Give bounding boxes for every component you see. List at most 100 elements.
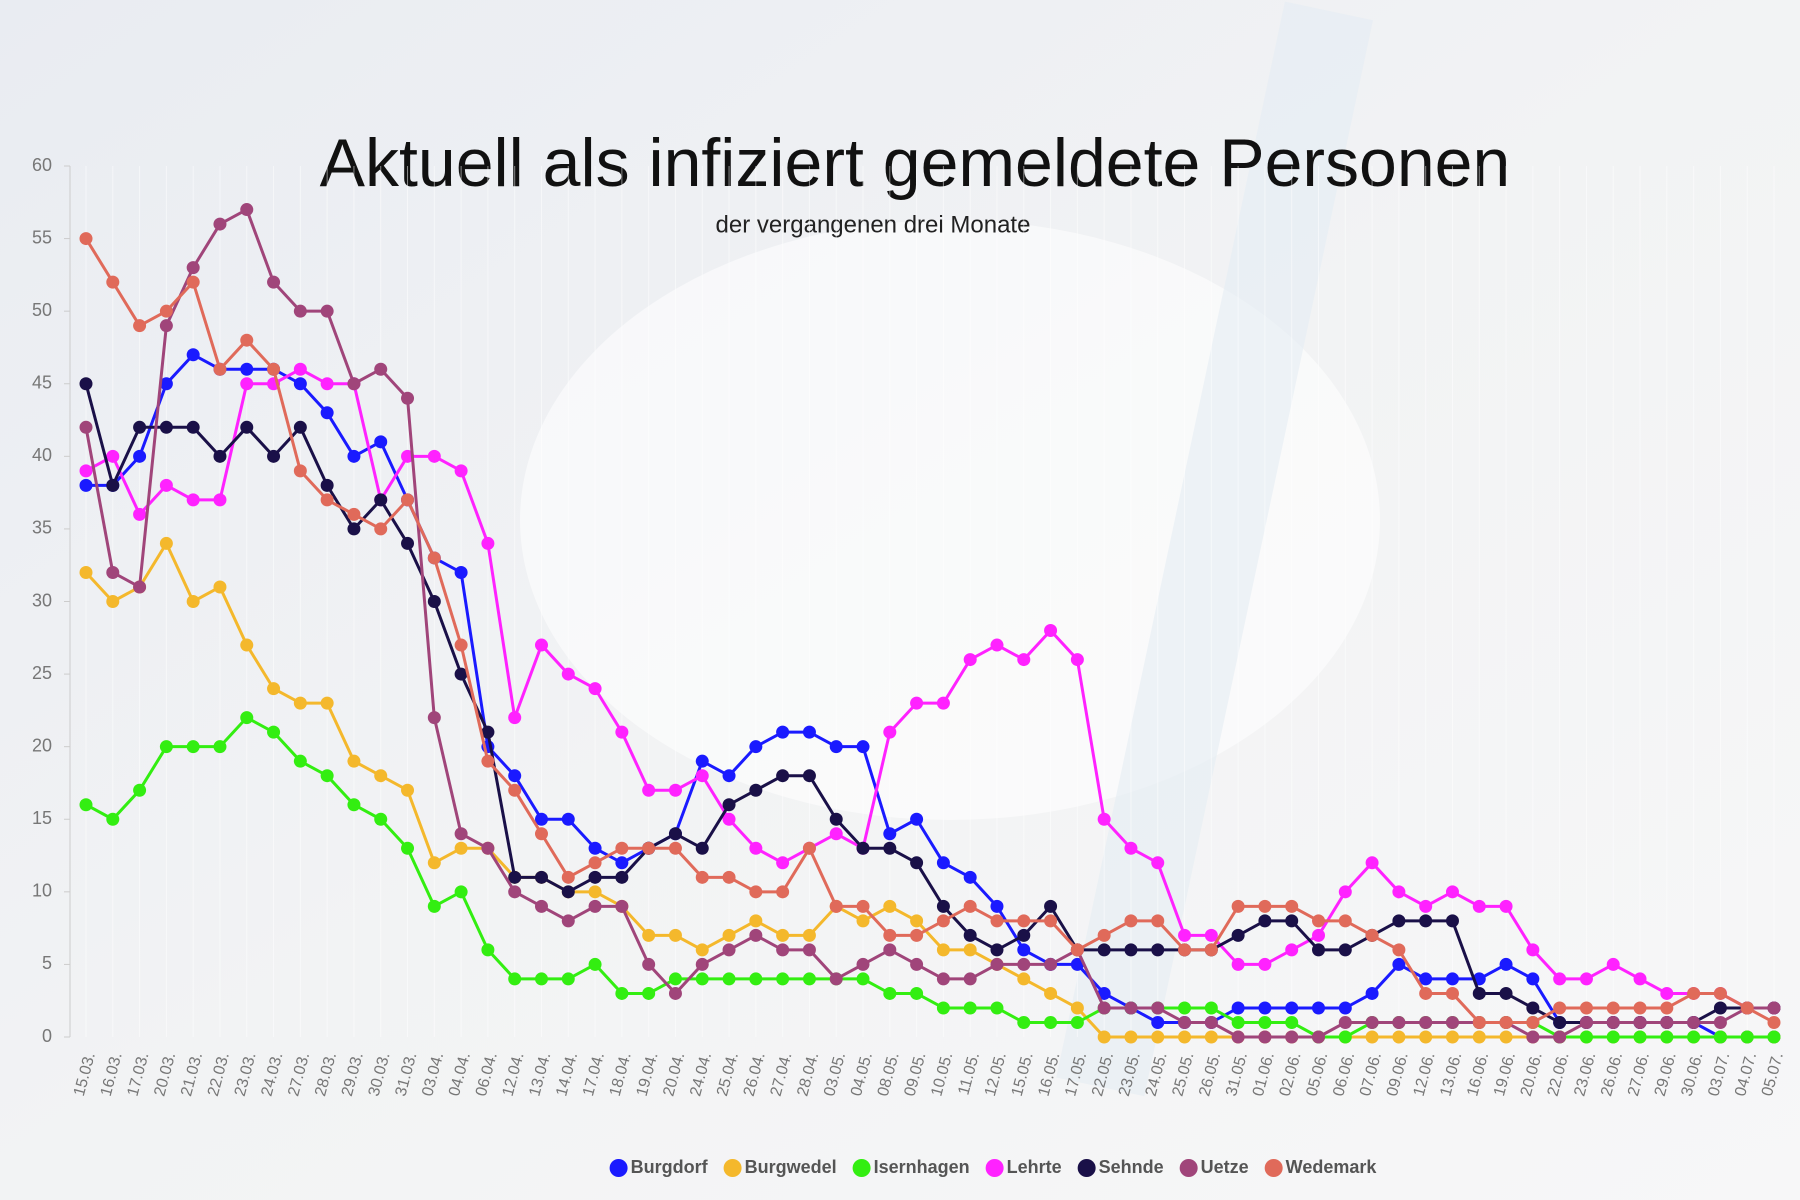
- data-point: [1499, 1015, 1513, 1029]
- data-point: [1017, 957, 1031, 971]
- data-point: [1606, 1015, 1620, 1029]
- data-point: [722, 798, 736, 812]
- data-point: [749, 972, 763, 986]
- data-point: [1445, 885, 1459, 899]
- data-point: [642, 783, 656, 797]
- data-point: [1338, 914, 1352, 928]
- data-point: [695, 769, 709, 783]
- data-point: [936, 856, 950, 870]
- data-point: [668, 827, 682, 841]
- data-point: [668, 972, 682, 986]
- data-point: [1740, 1001, 1754, 1015]
- background-shape: [1056, 1, 1373, 1097]
- data-point: [267, 682, 281, 696]
- data-point: [1070, 943, 1084, 957]
- y-tick-label: 0: [42, 1026, 52, 1046]
- data-point: [776, 972, 790, 986]
- data-point: [320, 493, 334, 507]
- data-point: [990, 957, 1004, 971]
- data-point: [1231, 928, 1245, 942]
- data-point: [1070, 957, 1084, 971]
- data-point: [106, 449, 120, 463]
- data-point: [159, 304, 173, 318]
- data-point: [990, 914, 1004, 928]
- data-point: [588, 841, 602, 855]
- data-point: [534, 827, 548, 841]
- data-point: [883, 943, 897, 957]
- data-point: [267, 725, 281, 739]
- data-point: [1687, 1030, 1701, 1044]
- data-point: [1419, 972, 1433, 986]
- data-point: [213, 493, 227, 507]
- data-point: [1178, 1015, 1192, 1029]
- data-point: [1204, 943, 1218, 957]
- data-point: [588, 957, 602, 971]
- y-tick-label: 55: [32, 227, 52, 247]
- data-point: [1151, 1015, 1165, 1029]
- data-point: [481, 841, 495, 855]
- data-point: [454, 667, 468, 681]
- data-point: [1633, 1001, 1647, 1015]
- data-point: [1338, 1030, 1352, 1044]
- data-point: [1124, 1001, 1138, 1015]
- data-point: [1445, 1030, 1459, 1044]
- data-point: [561, 885, 575, 899]
- data-point: [1526, 1001, 1540, 1015]
- legend-item: Isernhagen: [852, 1157, 970, 1177]
- data-point: [695, 957, 709, 971]
- data-point: [267, 449, 281, 463]
- data-point: [1044, 1015, 1058, 1029]
- data-point: [1258, 899, 1272, 913]
- data-point: [213, 217, 227, 231]
- data-point: [534, 870, 548, 884]
- data-point: [401, 493, 415, 507]
- data-point: [1178, 1001, 1192, 1015]
- data-point: [106, 812, 120, 826]
- data-point: [936, 914, 950, 928]
- data-point: [695, 943, 709, 957]
- data-point: [240, 203, 254, 217]
- data-point: [267, 362, 281, 376]
- data-point: [534, 638, 548, 652]
- data-point: [293, 464, 307, 478]
- data-point: [1472, 1015, 1486, 1029]
- data-point: [427, 595, 441, 608]
- data-point: [615, 870, 629, 884]
- data-point: [534, 812, 548, 826]
- data-point: [133, 319, 147, 333]
- data-point: [1285, 899, 1299, 913]
- data-point: [454, 638, 468, 652]
- data-point: [749, 841, 763, 855]
- data-point: [668, 986, 682, 1000]
- data-point: [293, 420, 307, 434]
- data-point: [79, 565, 93, 579]
- data-point: [1097, 943, 1111, 957]
- data-point: [1070, 653, 1084, 667]
- data-point: [588, 885, 602, 899]
- data-point: [1285, 1030, 1299, 1044]
- data-point: [1285, 914, 1299, 928]
- data-point: [856, 972, 870, 986]
- data-point: [1151, 856, 1165, 870]
- data-point: [1231, 1030, 1245, 1044]
- legend-label: Wedemark: [1286, 1157, 1378, 1177]
- y-tick-label: 45: [32, 373, 52, 393]
- data-point: [1312, 1030, 1326, 1044]
- data-point: [588, 682, 602, 696]
- data-point: [1499, 1030, 1513, 1044]
- data-point: [642, 928, 656, 942]
- data-point: [1472, 899, 1486, 913]
- data-point: [106, 478, 120, 492]
- data-point: [240, 377, 254, 391]
- data-point: [401, 536, 415, 550]
- data-point: [1392, 943, 1406, 957]
- data-point: [1258, 957, 1272, 971]
- data-point: [1044, 957, 1058, 971]
- data-point: [963, 899, 977, 913]
- data-point: [508, 885, 522, 899]
- data-point: [240, 420, 254, 434]
- data-point: [374, 812, 388, 826]
- data-point: [1526, 1030, 1540, 1044]
- data-point: [1579, 1015, 1593, 1029]
- data-point: [1285, 943, 1299, 957]
